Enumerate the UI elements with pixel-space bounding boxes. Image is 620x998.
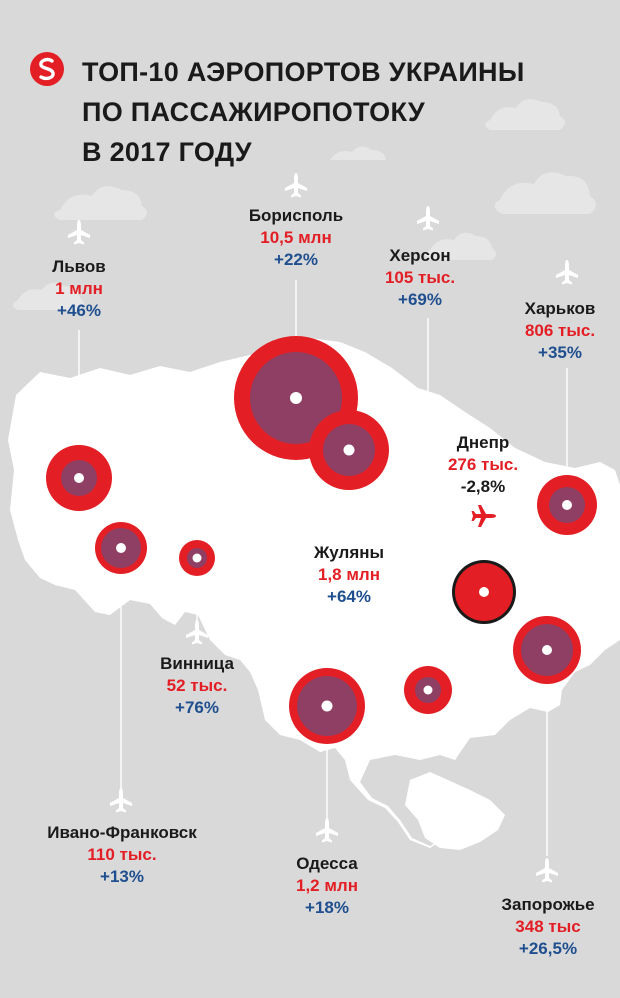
airport-change: +76% [175, 698, 219, 717]
airport-passengers: 10,5 млн [260, 228, 332, 247]
airport-name: Борисполь [248, 206, 344, 225]
airport-change: +46% [57, 301, 101, 320]
airport-passengers: 806 тыс. [524, 321, 596, 340]
label-zhulyany: Жуляны 1,8 млн +64% [314, 542, 384, 608]
circle-vinnitsa[interactable] [179, 540, 215, 576]
airport-change: +13% [100, 867, 144, 886]
label-kharkov: Харьков 806 тыс. +35% [525, 298, 596, 364]
title-line-1: ТОП-10 АЭРОПОРТОВ УКРАИНЫ [82, 57, 525, 87]
airport-change: +35% [538, 343, 582, 362]
airport-name: Херсон [389, 246, 451, 265]
circle-lvov[interactable] [46, 445, 112, 511]
label-odessa: Одесса 1,2 млн +18% [296, 853, 358, 919]
airport-passengers: 110 тыс. [87, 845, 157, 864]
crimea [405, 772, 505, 850]
airport-passengers: 348 тыс [515, 917, 581, 936]
title-line-2: ПО ПАССАЖИРОПОТОКУ [82, 97, 426, 127]
airport-change: +69% [398, 290, 442, 309]
airport-name: Одесса [296, 854, 358, 873]
airport-name: Харьков [524, 299, 596, 318]
airport-passengers: 276 тыс. [447, 455, 519, 474]
airport-circles [46, 336, 597, 744]
airport-name: Днепр [456, 433, 510, 452]
airplane-icon-ivano-frankovsk [110, 788, 132, 813]
airport-change: +26,5% [518, 939, 578, 958]
airport-name: Ивано-Франковск [47, 823, 197, 842]
airport-passengers: 105 тыс. [384, 268, 456, 287]
airport-passengers: 1,2 млн [296, 876, 358, 895]
circle-zhulyany[interactable] [309, 410, 389, 490]
airplane-icons [68, 173, 578, 883]
airplane-icon-kharkov [556, 260, 578, 285]
label-vinnitsa: Винница 52 тыс. +76% [160, 653, 234, 719]
circle-kharkov[interactable] [537, 475, 597, 535]
airport-change: +18% [305, 898, 349, 917]
airplane-icon-kherson [417, 206, 439, 231]
circle-dnepr[interactable] [452, 560, 516, 624]
label-lvov: Львов 1 млн +46% [52, 256, 105, 322]
airport-name: Винница [160, 654, 234, 673]
page-title: ТОП-10 АЭРОПОРТОВ УКРАИНЫ ПО ПАССАЖИРОПО… [82, 52, 525, 172]
airplane-icon-zaporozhe [536, 858, 558, 883]
label-kherson: Херсон 105 тыс. +69% [385, 245, 455, 311]
title-line-3: В 2017 ГОДУ [82, 137, 252, 167]
airport-passengers: 1,8 млн [317, 565, 380, 584]
airport-change: +22% [274, 250, 318, 269]
label-borispol: Борисполь 10,5 млн +22% [249, 205, 343, 271]
airplane-icon-borispol [285, 173, 307, 198]
airport-change: -2,8% [460, 477, 506, 496]
airport-name: Запорожье [501, 895, 595, 914]
circle-odessa[interactable] [289, 668, 365, 744]
airplane-icon-odessa [316, 818, 338, 843]
airport-passengers: 1 млн [55, 279, 103, 298]
airport-change: +64% [327, 587, 371, 606]
airplane-icon-lvov [68, 220, 90, 245]
circle-kherson[interactable] [404, 666, 452, 714]
airport-passengers: 52 тыс. [166, 676, 228, 695]
circle-ivano-frankovsk[interactable] [95, 522, 147, 574]
airplane-icon-dnepr [471, 505, 496, 527]
label-ivano-frankovsk: Ивано-Франковск 110 тыс. +13% [47, 822, 197, 888]
logo-icon [30, 52, 64, 86]
background-clouds [13, 99, 596, 310]
azov-sea [470, 712, 545, 758]
ukraine-land [8, 338, 620, 848]
circle-zaporozhe[interactable] [513, 616, 581, 684]
label-dnepr: Днепр 276 тыс. -2,8% [448, 432, 518, 498]
airport-name: Львов [52, 257, 106, 276]
airport-name: Жуляны [313, 543, 385, 562]
label-zaporozhe: Запорожье 348 тыс +26,5% [501, 894, 594, 960]
